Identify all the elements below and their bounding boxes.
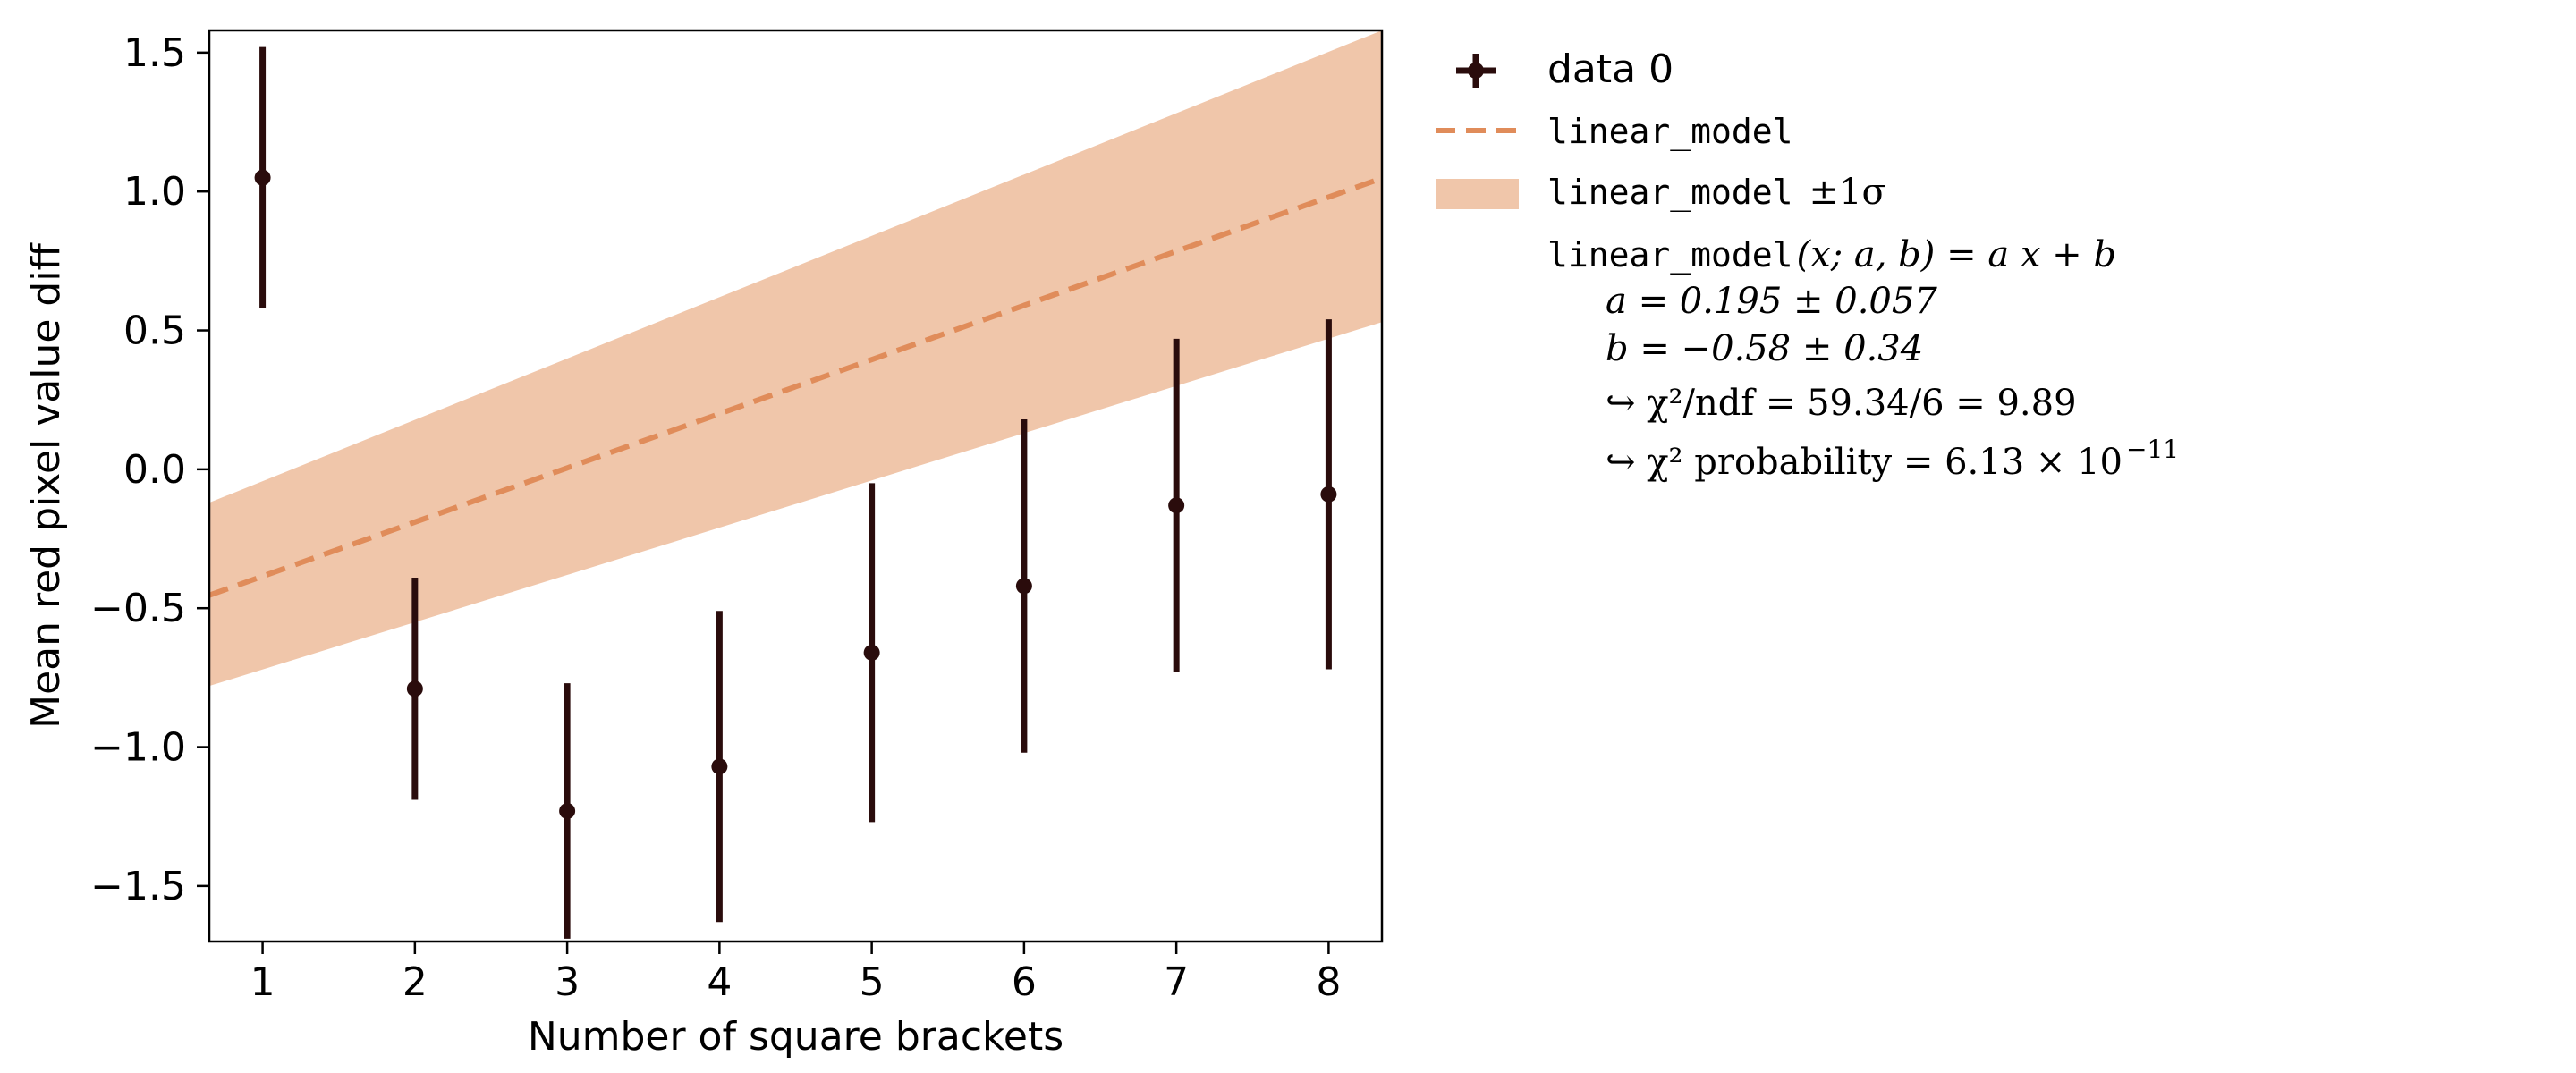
data-marker <box>406 680 423 697</box>
x-axis-title: Number of square brackets <box>528 1014 1063 1060</box>
data-point-6 <box>1015 418 1032 753</box>
y-axis-title: Mean red pixel value diff <box>23 241 69 728</box>
y-tick-label: 0.5 <box>123 308 186 354</box>
data-marker <box>254 169 271 186</box>
data-point-4 <box>711 611 728 923</box>
data-point-8 <box>1320 319 1337 670</box>
legend-chi2-prob: ↪ χ² probability = 6.13 × 10 −11 <box>1606 435 2179 483</box>
data-marker <box>559 802 576 819</box>
legend-band-label: linear_model ±1σ <box>1547 172 1886 213</box>
x-tick-label: 7 <box>1164 959 1189 1005</box>
legend-band-label-mono: linear_model <box>1547 173 1793 213</box>
x-tick-label: 6 <box>1012 959 1037 1005</box>
y-tick-label: 0.0 <box>123 447 186 493</box>
y-tick-label: −0.5 <box>90 586 186 631</box>
legend-chi2-prob-prefix: ↪ χ² probability = 6.13 × 10 <box>1606 442 2123 483</box>
legend-formula-math: (x; a, b) = a x + b <box>1797 234 2116 275</box>
x-tick-label: 4 <box>707 959 732 1005</box>
y-tick-label: 1.0 <box>123 169 186 215</box>
data-point-1 <box>254 46 271 308</box>
legend-chi2-ndf: ↪ χ²/ndf = 59.34/6 = 9.89 <box>1606 383 2077 424</box>
y-tick-label: −1.5 <box>90 864 186 909</box>
legend-param-b: b = −0.58 ± 0.34 <box>1606 328 1923 369</box>
data-point-2 <box>406 578 423 800</box>
data-marker <box>1320 486 1337 503</box>
y-tick-label: −1.0 <box>90 725 186 771</box>
x-tick-label: 3 <box>555 959 580 1005</box>
x-tick-label: 8 <box>1316 959 1341 1005</box>
plot-frame <box>208 29 1384 943</box>
data-point-3 <box>559 683 576 939</box>
x-tick-label: 5 <box>860 959 885 1005</box>
model-line <box>209 175 1382 598</box>
data-point-7 <box>1168 338 1185 672</box>
legend-band-swatch <box>1436 179 1519 209</box>
data-marker <box>1168 497 1185 514</box>
data-point-5 <box>863 483 880 823</box>
data-marker <box>1015 578 1032 595</box>
legend-param-a: a = 0.195 ± 0.057 <box>1606 281 1937 322</box>
x-tick-label: 2 <box>402 959 428 1005</box>
data-marker <box>711 758 728 775</box>
legend-formula-mono: linear_model <box>1547 235 1793 275</box>
y-tick-label: 1.5 <box>123 30 186 76</box>
legend-data-label: data 0 <box>1547 46 1674 92</box>
legend-model-label: linear_model <box>1547 112 1793 152</box>
legend-band-label-math: ±1σ <box>1809 172 1886 213</box>
data-marker <box>863 644 880 661</box>
legend-data-marker <box>1468 63 1484 79</box>
legend-chi2-prob-exp: −11 <box>2126 435 2179 464</box>
legend-formula: linear_model (x; a, b) = a x + b <box>1547 234 2116 275</box>
x-tick-label: 1 <box>250 959 275 1005</box>
model-band <box>209 30 1382 687</box>
